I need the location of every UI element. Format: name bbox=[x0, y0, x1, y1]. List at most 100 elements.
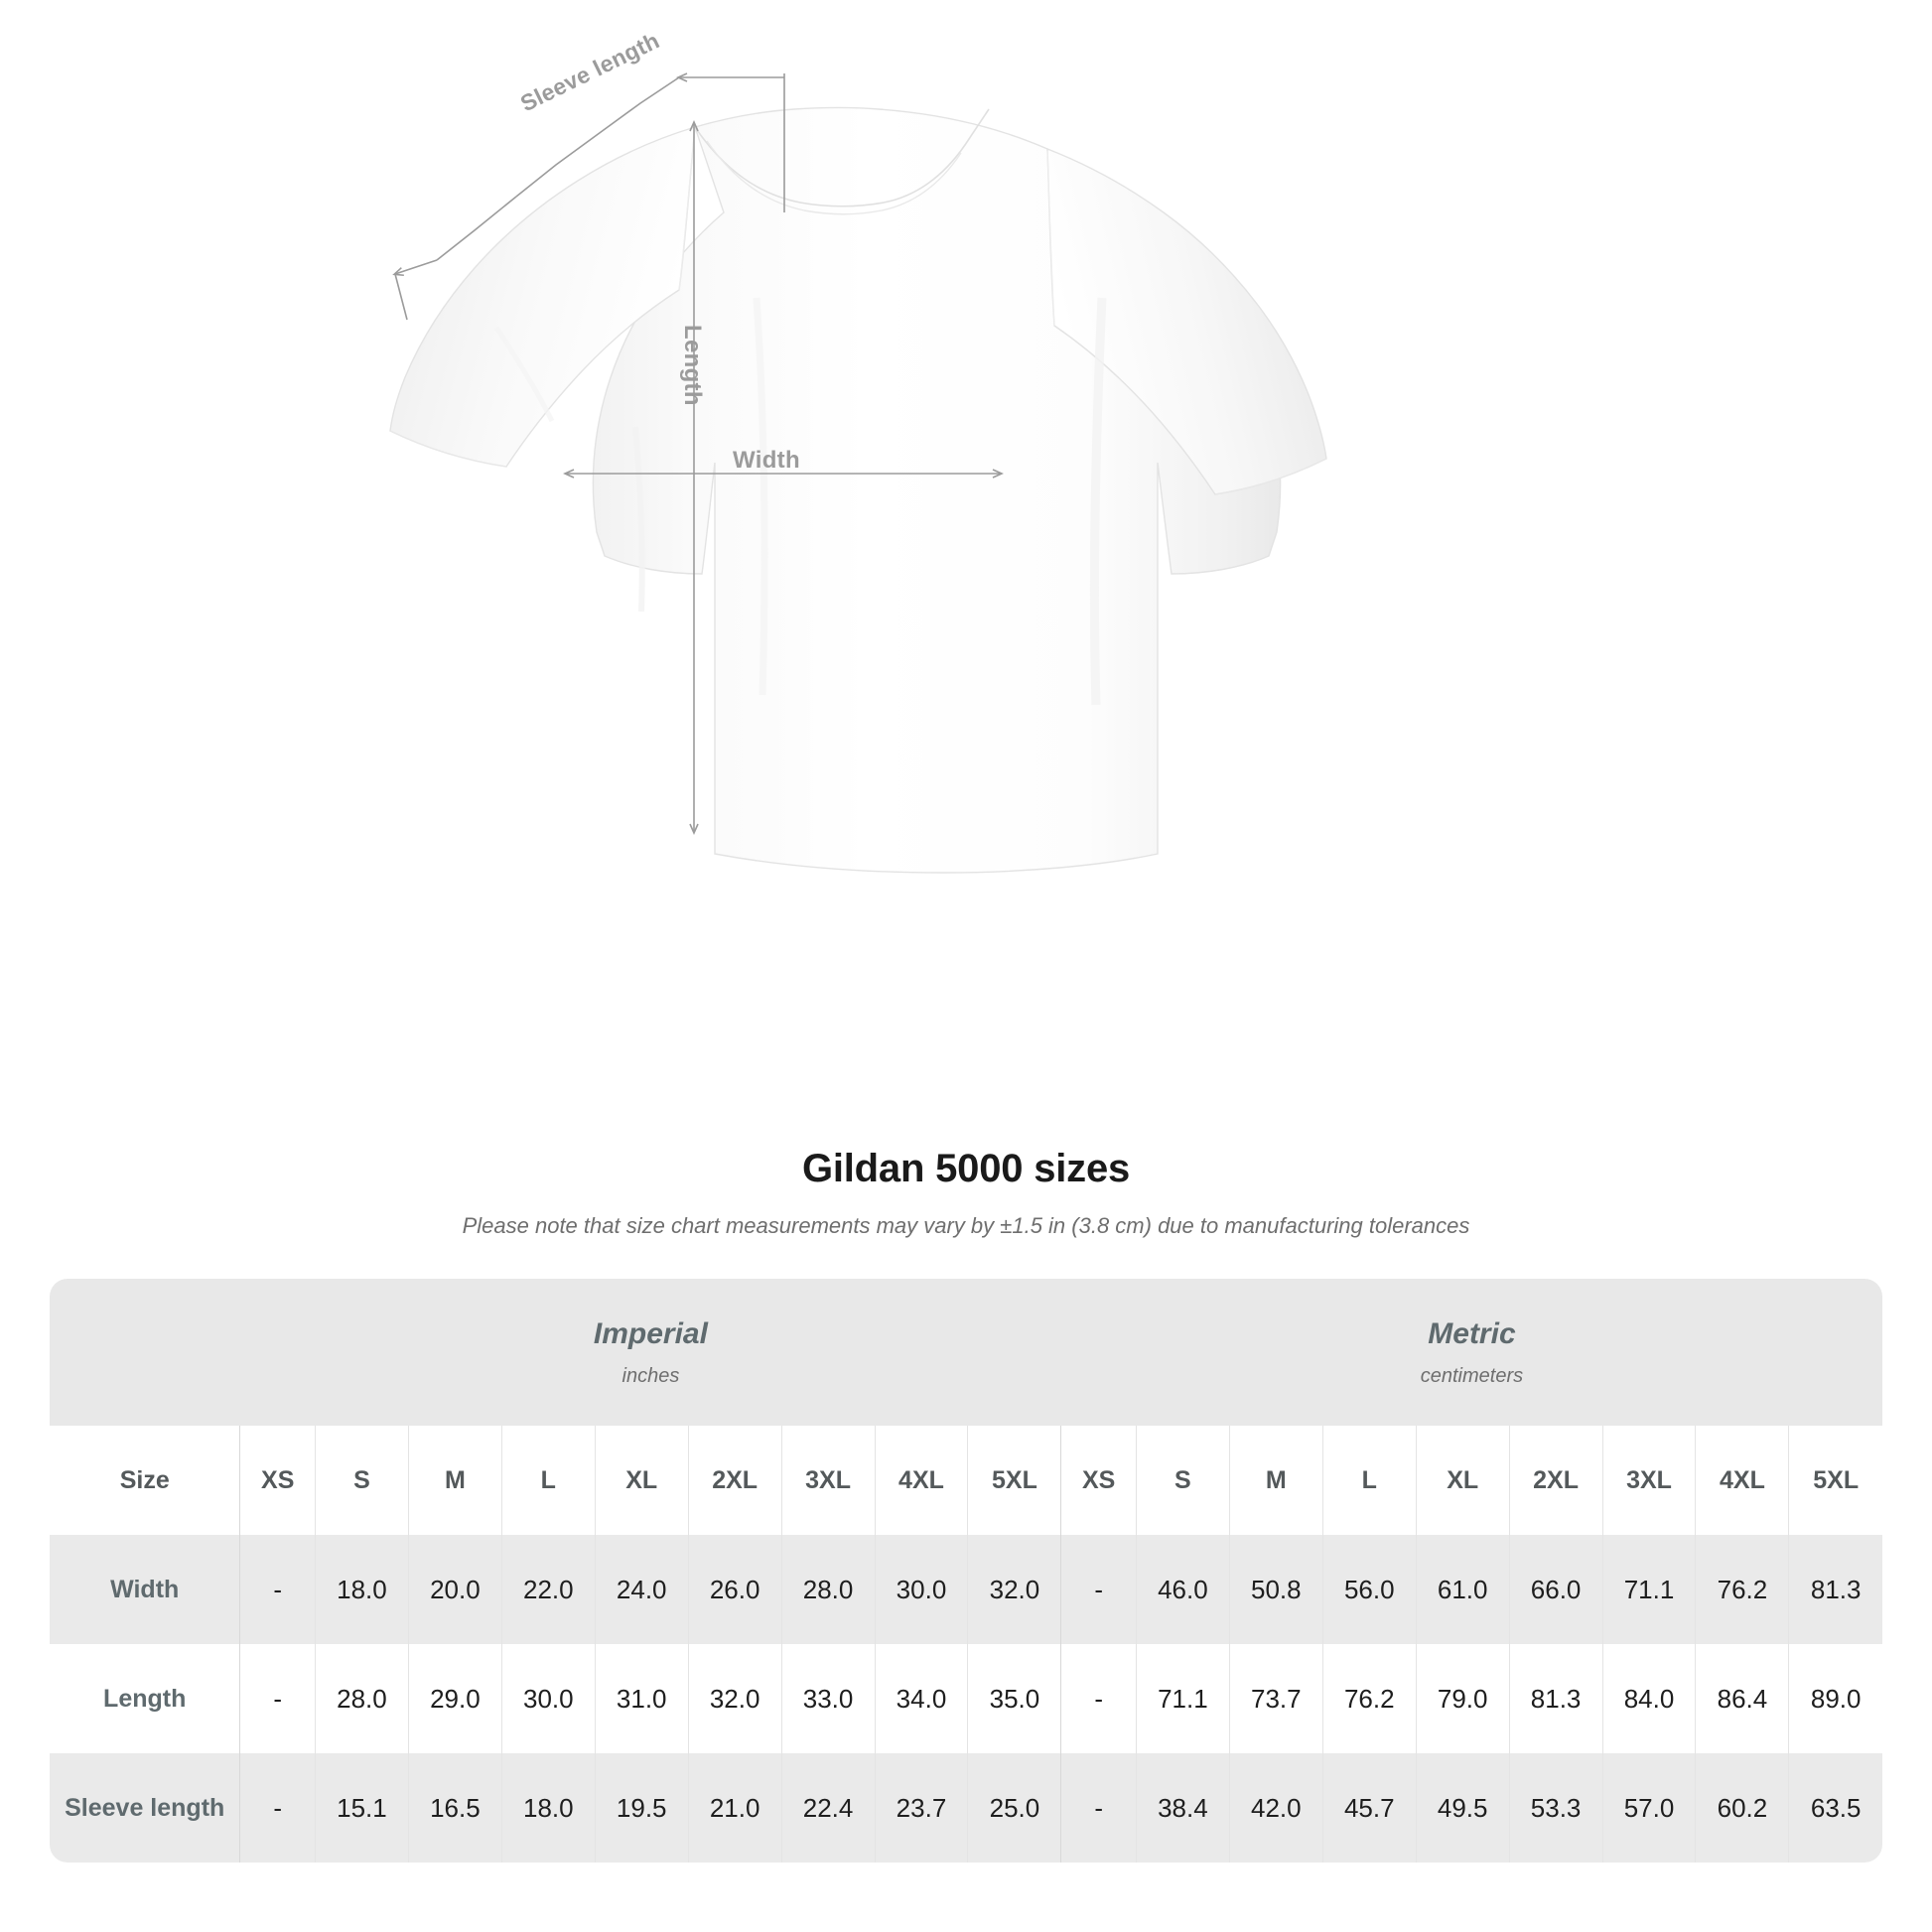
cell-length-imperial-m: 29.0 bbox=[407, 1644, 502, 1753]
cell-length-imperial-3xl: 33.0 bbox=[780, 1644, 876, 1753]
cell-width-metric-xs: - bbox=[1060, 1535, 1137, 1644]
size-header-metric-xs: XS bbox=[1060, 1426, 1137, 1535]
cell-width-metric-s: 46.0 bbox=[1135, 1535, 1230, 1644]
cell-sleeve-metric-s: 38.4 bbox=[1135, 1753, 1230, 1863]
size-header-metric-4xl: 4XL bbox=[1695, 1426, 1789, 1535]
row-label-width: Width bbox=[50, 1535, 240, 1644]
tshirt-illustration bbox=[389, 72, 1327, 874]
cell-sleeve-imperial-m: 16.5 bbox=[407, 1753, 502, 1863]
cell-width-metric-5xl: 81.3 bbox=[1788, 1535, 1882, 1644]
cell-width-metric-3xl: 71.1 bbox=[1601, 1535, 1696, 1644]
cell-length-metric-2xl: 81.3 bbox=[1508, 1644, 1603, 1753]
cell-length-metric-s: 71.1 bbox=[1135, 1644, 1230, 1753]
cell-length-imperial-s: 28.0 bbox=[314, 1644, 409, 1753]
length-label: Length bbox=[679, 325, 706, 406]
size-header-row: Size XS S M L XL 2XL 3XL 4XL 5XL XS S M … bbox=[50, 1426, 1882, 1535]
table-row: Width - 18.0 20.0 22.0 24.0 26.0 28.0 30… bbox=[50, 1535, 1882, 1644]
cell-sleeve-imperial-xs: - bbox=[239, 1753, 316, 1863]
size-header-metric-s: S bbox=[1135, 1426, 1230, 1535]
cell-width-imperial-l: 22.0 bbox=[500, 1535, 596, 1644]
cell-sleeve-metric-2xl: 53.3 bbox=[1508, 1753, 1603, 1863]
size-header-imperial-3xl: 3XL bbox=[780, 1426, 876, 1535]
row-label-length: Length bbox=[50, 1644, 240, 1753]
tshirt-diagram: Sleeve length Length Width bbox=[389, 27, 1327, 874]
cell-width-metric-m: 50.8 bbox=[1228, 1535, 1323, 1644]
size-header-imperial-xs: XS bbox=[239, 1426, 316, 1535]
page-title: Gildan 5000 sizes bbox=[801, 1147, 1131, 1190]
size-chart-table-container: Imperial inches Metric centimeters Size … bbox=[50, 1279, 1882, 1863]
size-header-metric-l: L bbox=[1321, 1426, 1417, 1535]
cell-length-metric-xl: 79.0 bbox=[1415, 1644, 1510, 1753]
cell-width-imperial-xl: 24.0 bbox=[594, 1535, 689, 1644]
cell-sleeve-metric-5xl: 63.5 bbox=[1788, 1753, 1882, 1863]
tshirt-body-shape bbox=[389, 106, 1327, 874]
cell-length-imperial-5xl: 35.0 bbox=[967, 1644, 1061, 1753]
tolerance-note: Please note that size chart measurements… bbox=[462, 1213, 1470, 1238]
imperial-label: Imperial bbox=[593, 1316, 708, 1350]
cell-sleeve-metric-xl: 49.5 bbox=[1415, 1753, 1510, 1863]
cell-sleeve-metric-3xl: 57.0 bbox=[1601, 1753, 1696, 1863]
cell-width-imperial-3xl: 28.0 bbox=[780, 1535, 876, 1644]
cell-sleeve-metric-xs: - bbox=[1060, 1753, 1137, 1863]
metric-label: Metric bbox=[1428, 1316, 1516, 1350]
cell-sleeve-metric-m: 42.0 bbox=[1228, 1753, 1323, 1863]
size-header-metric-m: M bbox=[1228, 1426, 1323, 1535]
size-header-imperial-m: M bbox=[407, 1426, 502, 1535]
cell-length-imperial-2xl: 32.0 bbox=[687, 1644, 782, 1753]
size-header-metric-xl: XL bbox=[1415, 1426, 1510, 1535]
cell-length-metric-m: 73.7 bbox=[1228, 1644, 1323, 1753]
unit-system-band: Imperial inches Metric centimeters bbox=[50, 1279, 1882, 1426]
cell-width-metric-4xl: 76.2 bbox=[1695, 1535, 1789, 1644]
cell-sleeve-metric-l: 45.7 bbox=[1321, 1753, 1417, 1863]
row-label-sleeve-length: Sleeve length bbox=[50, 1753, 240, 1863]
cell-width-imperial-4xl: 30.0 bbox=[874, 1535, 968, 1644]
cell-width-imperial-5xl: 32.0 bbox=[967, 1535, 1061, 1644]
cell-sleeve-imperial-5xl: 25.0 bbox=[967, 1753, 1061, 1863]
imperial-unit: inches bbox=[621, 1364, 680, 1387]
cell-width-imperial-m: 20.0 bbox=[407, 1535, 502, 1644]
unit-band-spacer bbox=[50, 1279, 240, 1426]
width-label: Width bbox=[733, 447, 800, 474]
cell-length-imperial-4xl: 34.0 bbox=[874, 1644, 968, 1753]
cell-width-imperial-xs: - bbox=[239, 1535, 316, 1644]
measurement-annotations bbox=[392, 72, 1004, 835]
size-header-imperial-l: L bbox=[500, 1426, 596, 1535]
cell-length-metric-xs: - bbox=[1060, 1644, 1137, 1753]
table-row: Length - 28.0 29.0 30.0 31.0 32.0 33.0 3… bbox=[50, 1644, 1882, 1753]
size-header-label: Size bbox=[50, 1426, 240, 1535]
cell-sleeve-imperial-s: 15.1 bbox=[314, 1753, 409, 1863]
size-chart-table: Imperial inches Metric centimeters Size … bbox=[50, 1279, 1882, 1863]
table-row: Sleeve length - 15.1 16.5 18.0 19.5 21.0… bbox=[50, 1753, 1882, 1863]
cell-length-imperial-l: 30.0 bbox=[500, 1644, 596, 1753]
cell-length-metric-4xl: 86.4 bbox=[1695, 1644, 1789, 1753]
sleeve-length-arrow bbox=[392, 72, 785, 321]
metric-unit: centimeters bbox=[1420, 1364, 1524, 1387]
size-header-imperial-xl: XL bbox=[594, 1426, 689, 1535]
cell-sleeve-imperial-xl: 19.5 bbox=[594, 1753, 689, 1863]
cell-length-metric-3xl: 84.0 bbox=[1601, 1644, 1696, 1753]
cell-width-metric-xl: 61.0 bbox=[1415, 1535, 1510, 1644]
cell-width-metric-2xl: 66.0 bbox=[1508, 1535, 1603, 1644]
metric-header-cell: Metric centimeters bbox=[1060, 1279, 1882, 1426]
size-header-metric-2xl: 2XL bbox=[1508, 1426, 1603, 1535]
cell-width-imperial-2xl: 26.0 bbox=[687, 1535, 782, 1644]
cell-length-metric-5xl: 89.0 bbox=[1788, 1644, 1882, 1753]
cell-width-imperial-s: 18.0 bbox=[314, 1535, 409, 1644]
cell-sleeve-imperial-3xl: 22.4 bbox=[780, 1753, 876, 1863]
cell-length-imperial-xs: - bbox=[239, 1644, 316, 1753]
size-header-imperial-s: S bbox=[314, 1426, 409, 1535]
cell-length-metric-l: 76.2 bbox=[1321, 1644, 1417, 1753]
cell-sleeve-imperial-l: 18.0 bbox=[500, 1753, 596, 1863]
title-block: Gildan 5000 sizes Please note that size … bbox=[0, 1147, 1932, 1239]
cell-sleeve-metric-4xl: 60.2 bbox=[1695, 1753, 1789, 1863]
size-header-metric-5xl: 5XL bbox=[1788, 1426, 1882, 1535]
cell-sleeve-imperial-4xl: 23.7 bbox=[874, 1753, 968, 1863]
imperial-header-cell: Imperial inches bbox=[239, 1279, 1061, 1426]
size-header-metric-3xl: 3XL bbox=[1601, 1426, 1696, 1535]
size-header-imperial-4xl: 4XL bbox=[874, 1426, 968, 1535]
size-header-imperial-5xl: 5XL bbox=[967, 1426, 1061, 1535]
cell-width-metric-l: 56.0 bbox=[1321, 1535, 1417, 1644]
cell-sleeve-imperial-2xl: 21.0 bbox=[687, 1753, 782, 1863]
cell-length-imperial-xl: 31.0 bbox=[594, 1644, 689, 1753]
